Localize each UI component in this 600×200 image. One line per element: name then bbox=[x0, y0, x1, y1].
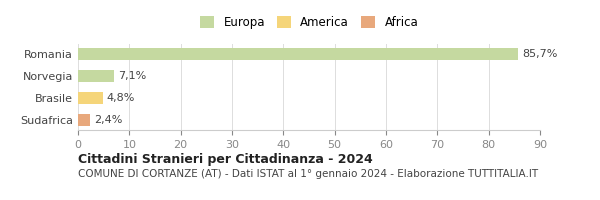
Text: 7,1%: 7,1% bbox=[119, 71, 147, 81]
Bar bbox=[78, 70, 115, 82]
Bar bbox=[78, 114, 91, 126]
Legend: Europa, America, Africa: Europa, America, Africa bbox=[195, 11, 423, 34]
Text: COMUNE DI CORTANZE (AT) - Dati ISTAT al 1° gennaio 2024 - Elaborazione TUTTITALI: COMUNE DI CORTANZE (AT) - Dati ISTAT al … bbox=[78, 169, 538, 179]
Bar bbox=[78, 48, 518, 60]
Bar bbox=[78, 92, 103, 104]
Text: 85,7%: 85,7% bbox=[522, 49, 557, 59]
Text: Cittadini Stranieri per Cittadinanza - 2024: Cittadini Stranieri per Cittadinanza - 2… bbox=[78, 153, 373, 166]
Text: 2,4%: 2,4% bbox=[94, 115, 123, 125]
Text: 4,8%: 4,8% bbox=[107, 93, 135, 103]
